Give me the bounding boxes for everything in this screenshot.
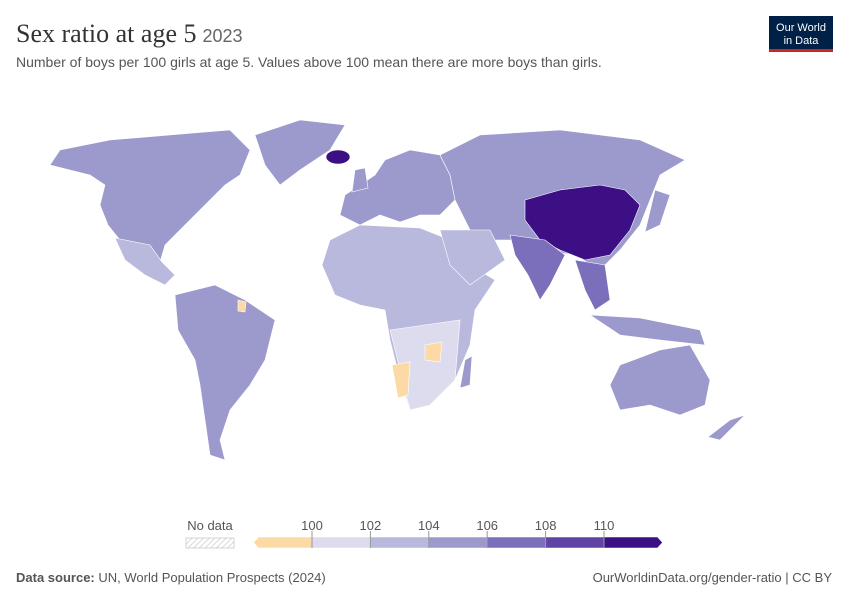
iceland[interactable] [325,149,351,165]
legend-bin [545,536,605,549]
southeast-asia[interactable] [574,259,611,311]
legend-tick-label: 106 [476,518,498,533]
legend-bin [603,536,663,549]
title-text: Sex ratio at age 5 [16,19,197,48]
new-zealand[interactable] [707,414,746,441]
indonesia[interactable] [588,314,706,346]
source-text: UN, World Population Prospects (2024) [98,570,325,585]
india[interactable] [509,234,566,301]
subtitle: Number of boys per 100 girls at age 5. V… [16,54,602,70]
title: Sex ratio at age 5 2023 [16,19,243,48]
logo[interactable]: Our World in Data [769,16,833,52]
no-data-label: No data [187,518,233,533]
legend-tick-label: 104 [418,518,440,533]
zambia[interactable] [424,341,443,363]
legend-bin [486,536,546,549]
china[interactable] [524,184,641,261]
north-america[interactable] [49,129,251,271]
legend-bin [253,536,313,549]
source: Data source: UN, World Population Prospe… [16,570,326,585]
legend-bin [311,536,371,549]
legend: No data 100 102 104 106 108 110 [185,518,663,549]
logo-bar [769,49,833,52]
namibia[interactable] [391,361,411,399]
logo-box[interactable] [769,16,833,52]
australia[interactable] [609,344,711,416]
legend-bin [428,536,488,549]
south-america[interactable] [174,284,276,461]
source-url[interactable]: OurWorldinData.org/gender-ratio | CC BY [593,570,833,585]
middle-east[interactable] [439,229,506,286]
logo-line: Our World [776,22,826,34]
legend-tick-label: 100 [301,518,323,533]
logo-line: in Data [784,35,820,47]
mexico[interactable] [114,237,176,286]
french-guiana[interactable] [237,299,247,313]
legend-tick-label: 102 [360,518,382,533]
no-data-swatch [185,537,235,549]
britain[interactable] [351,167,369,193]
title-year: 2023 [203,26,243,46]
japan[interactable] [644,189,671,233]
source-label: Data source: [16,570,95,585]
legend-tick-label: 110 [594,518,615,533]
madagascar[interactable] [459,355,473,389]
legend-tick-label: 108 [535,518,557,533]
greenland[interactable] [254,119,346,186]
legend-bin [370,536,430,549]
map [49,119,746,461]
